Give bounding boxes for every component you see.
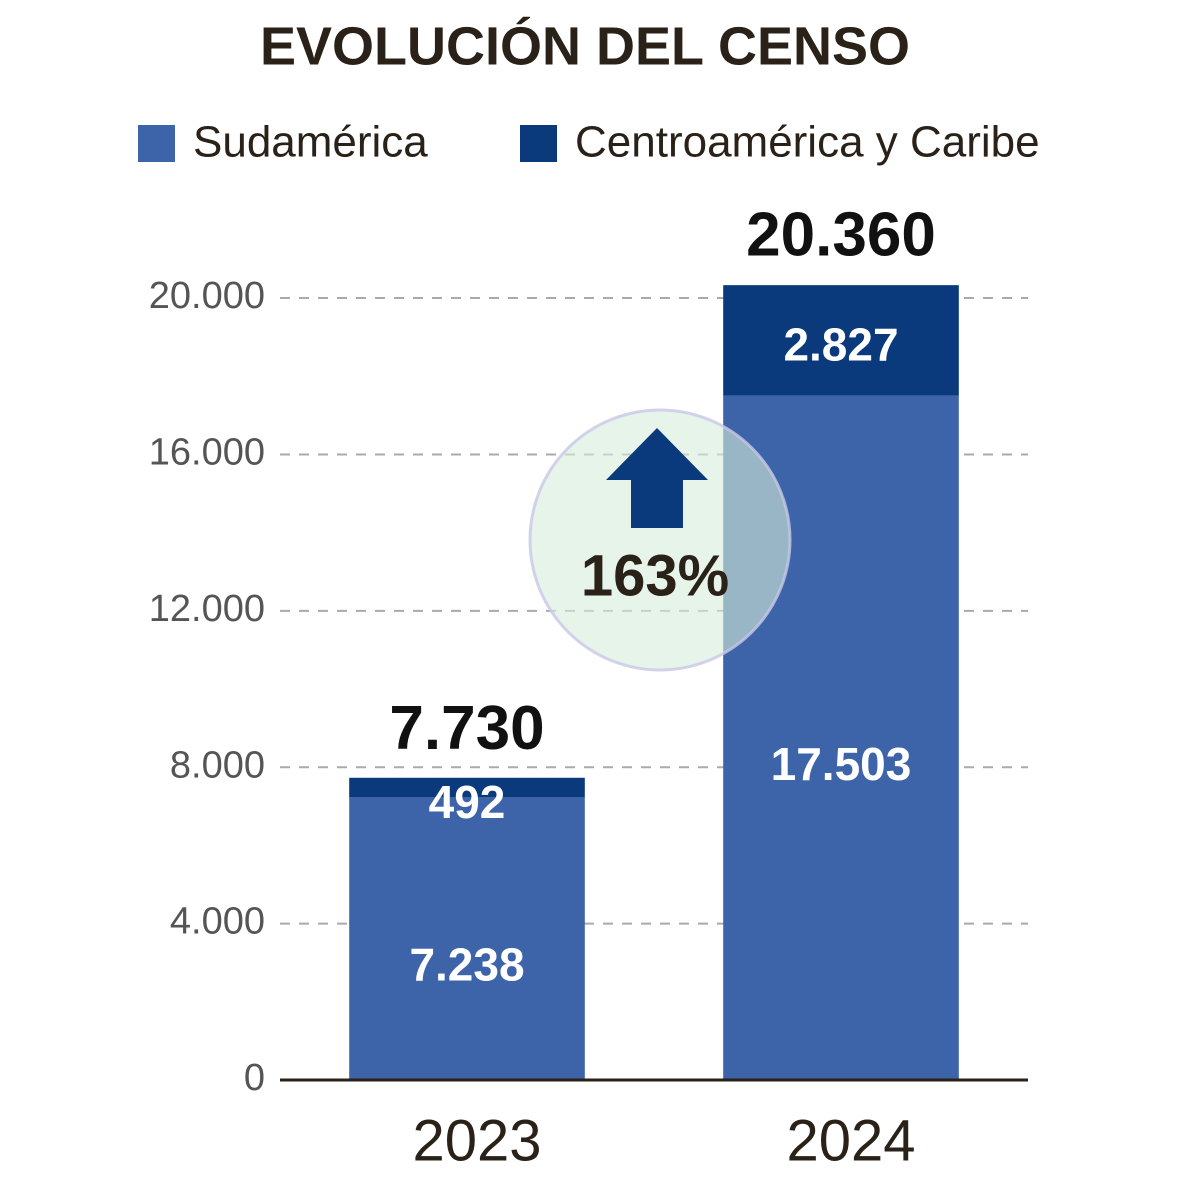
- up-arrow: [606, 428, 708, 528]
- y-tick-label: 4.000: [170, 901, 265, 943]
- x-tick-label: 2023: [412, 1108, 541, 1173]
- y-tick-label: 16.000: [149, 431, 265, 473]
- chart-title: EVOLUCIÓN DEL CENSO: [260, 16, 910, 76]
- legend-swatch: [138, 125, 175, 162]
- segment-label: 17.503: [771, 738, 912, 790]
- segment-label: 7.238: [409, 939, 524, 991]
- bar-segment: [723, 285, 959, 396]
- legend-label: Sudamérica: [193, 118, 428, 167]
- x-tick-label: 2024: [786, 1108, 915, 1173]
- y-tick-label: 0: [244, 1057, 265, 1099]
- y-tick-label: 8.000: [170, 744, 265, 786]
- annotation-label: 163%: [581, 543, 729, 608]
- total-label: 20.360: [746, 200, 936, 269]
- total-label: 7.730: [389, 694, 544, 763]
- segment-label: 492: [429, 776, 506, 828]
- segment-label: 2.827: [783, 319, 898, 371]
- bar-segment: [349, 797, 585, 1080]
- y-tick-label: 12.000: [149, 588, 265, 630]
- legend-swatch: [520, 125, 557, 162]
- y-tick-label: 20.000: [149, 275, 265, 317]
- legend-label: Centroamérica y Caribe: [575, 118, 1040, 167]
- bar-segment: [349, 777, 585, 798]
- annotation-circle: [528, 408, 792, 672]
